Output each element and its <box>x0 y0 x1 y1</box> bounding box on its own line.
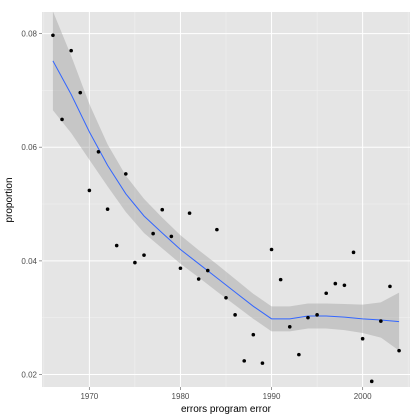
x-tick-label: 2000 <box>354 392 372 401</box>
data-point <box>78 90 83 95</box>
y-tick-label: 0.02 <box>21 371 37 380</box>
y-tick-label: 0.06 <box>21 143 37 152</box>
data-point <box>242 359 247 363</box>
data-point <box>342 283 347 288</box>
data-point <box>379 319 383 323</box>
data-points <box>51 33 401 384</box>
data-point <box>233 313 237 317</box>
y-axis-ticks: 0.02 0.04 0.06 0.08 <box>21 30 42 380</box>
smooth-line <box>52 60 400 323</box>
data-point <box>278 277 283 282</box>
x-tick-label: 1970 <box>80 392 98 401</box>
data-point <box>306 315 310 320</box>
y-axis-title: proportion <box>4 177 15 222</box>
data-point <box>297 352 301 357</box>
data-point <box>333 281 338 286</box>
x-tick-label: 1980 <box>172 392 190 401</box>
data-point <box>215 227 219 232</box>
data-point <box>269 247 274 252</box>
data-point <box>133 260 137 265</box>
grid-minor <box>42 12 410 387</box>
y-tick-label: 0.08 <box>21 30 37 39</box>
data-point <box>160 207 165 212</box>
data-point <box>260 361 265 365</box>
data-point <box>151 231 155 236</box>
data-point <box>114 243 119 248</box>
x-tick-label: 1990 <box>263 392 281 401</box>
data-point <box>187 211 192 215</box>
data-point <box>196 277 201 281</box>
data-point <box>287 324 292 329</box>
data-point <box>87 188 92 193</box>
x-axis-title: errors program error <box>181 404 272 415</box>
grid-major <box>42 12 410 387</box>
data-point <box>251 332 256 337</box>
data-point <box>224 295 228 300</box>
data-point <box>169 234 174 239</box>
data-point <box>351 250 356 255</box>
data-point <box>60 117 64 122</box>
data-point <box>69 48 73 53</box>
confidence-band <box>52 11 400 351</box>
data-point <box>96 149 101 154</box>
data-point <box>369 379 374 384</box>
data-point <box>124 172 128 176</box>
data-point <box>397 348 401 353</box>
data-point <box>315 313 319 317</box>
data-point <box>142 253 146 257</box>
data-point <box>324 291 328 296</box>
data-point <box>205 268 210 273</box>
data-point <box>105 207 110 211</box>
data-point <box>178 266 183 271</box>
x-axis-ticks: 1970 1980 1990 2000 <box>80 387 372 401</box>
data-point <box>388 284 392 289</box>
y-tick-label: 0.04 <box>21 257 37 266</box>
data-point <box>360 336 365 341</box>
data-point <box>51 33 55 38</box>
